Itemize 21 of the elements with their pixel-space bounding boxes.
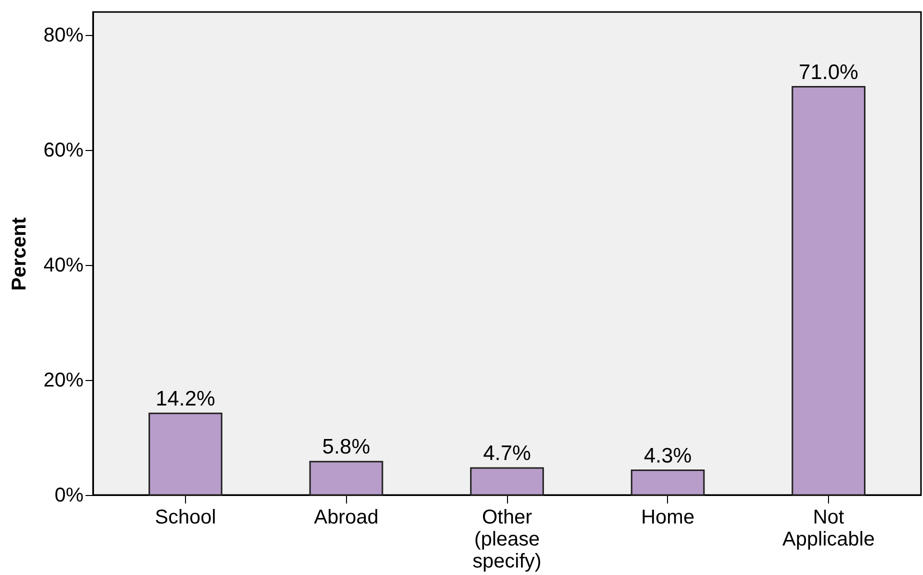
x-tick-label: School: [154, 506, 216, 528]
bar: [470, 467, 544, 496]
x-tick-label: Abroad: [314, 506, 378, 528]
y-tick-label: 20%: [43, 370, 84, 392]
data-label: 4.7%: [483, 442, 531, 465]
y-tick-label: 40%: [43, 254, 84, 276]
x-tick-label: Other (please specify): [472, 506, 542, 572]
y-tick-label: 60%: [43, 140, 84, 162]
bar: [792, 86, 866, 496]
x-tick-label: Not Applicable: [782, 506, 875, 550]
bar: [630, 470, 705, 496]
data-label: 5.8%: [322, 436, 370, 459]
data-label: 14.2%: [156, 387, 216, 410]
data-label: 4.3%: [644, 444, 692, 468]
y-axis-title: Percent: [8, 216, 30, 291]
bar: [309, 460, 384, 496]
y-tick-label: 0%: [54, 484, 84, 506]
x-tick-label: Home: [641, 506, 694, 528]
data-label: 71.0%: [798, 60, 858, 84]
bar: [148, 412, 222, 496]
y-tick-label: 80%: [43, 24, 84, 46]
